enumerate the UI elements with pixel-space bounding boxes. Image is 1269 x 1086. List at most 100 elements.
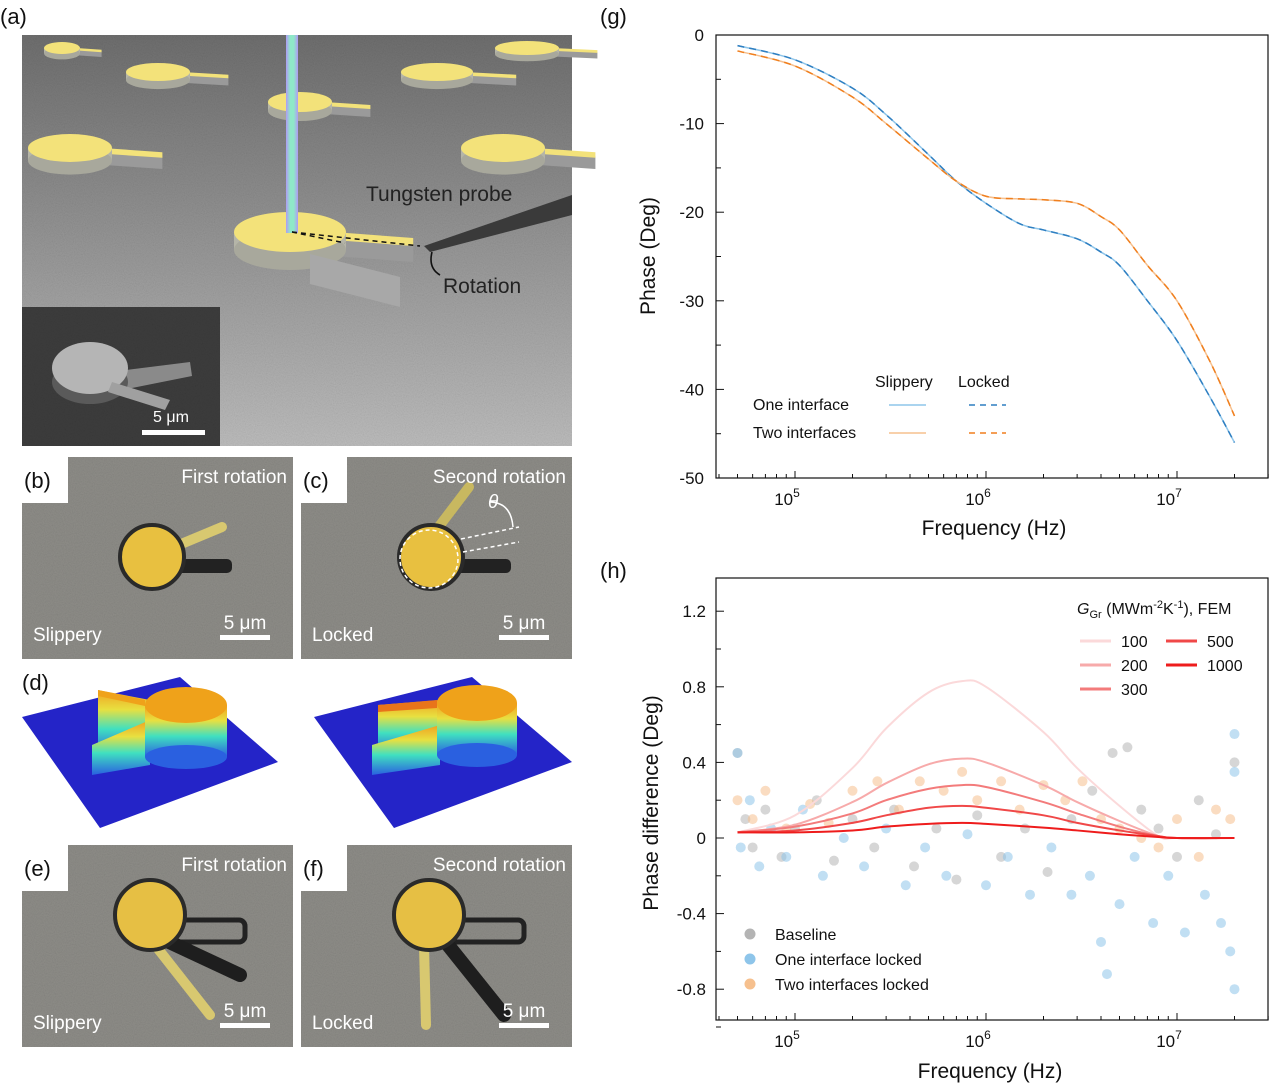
scatter-point bbox=[1153, 842, 1164, 853]
legend-marker bbox=[744, 953, 756, 965]
rotated-tab bbox=[150, 940, 215, 1020]
scatter-point bbox=[1046, 842, 1057, 853]
x-tick-base: 10 bbox=[774, 1032, 793, 1051]
scatter-point bbox=[1172, 814, 1182, 825]
micro-pad bbox=[461, 134, 596, 175]
pad-outline-dashed bbox=[399, 529, 459, 589]
pad-disk bbox=[118, 523, 186, 591]
scatter-point bbox=[972, 795, 983, 806]
laser-beam bbox=[286, 35, 298, 233]
scatter-point bbox=[900, 880, 911, 891]
scatter-point bbox=[1210, 829, 1221, 840]
scatter-point bbox=[996, 776, 1007, 787]
scatter-point bbox=[938, 785, 949, 796]
scatter-point bbox=[744, 795, 755, 806]
scatter-point bbox=[1163, 870, 1174, 881]
scatter-point bbox=[1179, 927, 1190, 938]
scatter-point bbox=[1107, 747, 1118, 758]
intermediate-tab bbox=[437, 933, 511, 1022]
x-tick-label: 107 bbox=[1156, 1028, 1182, 1051]
legend-col-slippery: Slippery bbox=[875, 374, 933, 391]
scatter-point bbox=[817, 870, 828, 881]
micrograph-panels: (b) First rotation Slippery 5 μm θ (c) Second … bbox=[22, 457, 572, 1047]
x-tick-base: 10 bbox=[774, 490, 793, 509]
x-tick-label: 105 bbox=[774, 486, 800, 509]
angle-label: θ bbox=[488, 492, 499, 513]
original-tab-outline bbox=[460, 526, 520, 553]
micrograph-panel-f: (f) Second rotation Locked 5 μm bbox=[301, 845, 572, 1047]
scatter-point bbox=[1229, 757, 1240, 768]
panel-label-box bbox=[22, 845, 68, 891]
scatter-point bbox=[1199, 889, 1210, 900]
legend-label: Baseline bbox=[775, 927, 836, 944]
sem-inset: 5 μm bbox=[22, 307, 220, 446]
pad-top bbox=[461, 134, 545, 162]
scatter-point bbox=[859, 861, 870, 872]
x-tick-label: 106 bbox=[965, 1028, 991, 1051]
plot-frame bbox=[715, 577, 1269, 1021]
y-tick-label: 0.4 bbox=[682, 753, 706, 772]
x-tick-exponent: 7 bbox=[1175, 486, 1182, 500]
scatter-point bbox=[732, 747, 743, 758]
panel-title: First rotation bbox=[181, 855, 287, 876]
fem-curve-1000 bbox=[737, 821, 1235, 840]
scale-bar bbox=[220, 635, 270, 640]
scatter-series-two-interfaces-locked bbox=[732, 766, 1236, 862]
scatter-point bbox=[1172, 851, 1182, 862]
micrograph-panel-b: (b) First rotation Slippery 5 μm bbox=[22, 457, 293, 659]
scatter-point bbox=[735, 842, 746, 853]
x-tick-base: 10 bbox=[1156, 490, 1175, 509]
rotation-angle-arrow-icon bbox=[488, 501, 514, 528]
pad-disk bbox=[113, 878, 187, 952]
x-tick-exponent: 6 bbox=[984, 486, 991, 500]
y-tick-label: 0 bbox=[695, 26, 704, 45]
scatter-point bbox=[972, 810, 983, 821]
pad-top bbox=[401, 63, 473, 81]
legend-marker bbox=[744, 978, 756, 990]
pad-top bbox=[28, 134, 112, 162]
legend-label: Two interfaces locked bbox=[775, 977, 929, 994]
y-axis-label: Phase difference (Deg) bbox=[640, 695, 663, 911]
scatter-point bbox=[1136, 804, 1147, 815]
pad-disk bbox=[397, 523, 465, 591]
scatter-point bbox=[747, 814, 758, 825]
scatter-point bbox=[931, 823, 942, 834]
scale-bar-label: 5 μm bbox=[503, 613, 546, 634]
scatter-point bbox=[869, 842, 880, 853]
height-map-slippery bbox=[22, 677, 278, 828]
scatter-point bbox=[1101, 969, 1112, 980]
micrograph-panel-e: (e) First rotation Slippery 5 μm bbox=[22, 845, 293, 1047]
rotated-tab bbox=[419, 940, 431, 1030]
fixed-beam bbox=[310, 254, 400, 307]
x-tick-exponent: 7 bbox=[1175, 1028, 1182, 1042]
scatter-point bbox=[1002, 851, 1013, 862]
scatter-point bbox=[909, 861, 920, 872]
state-label: Locked bbox=[312, 625, 373, 646]
y-tick-label: -0.4 bbox=[677, 905, 706, 924]
fem-legend-label: 200 bbox=[1121, 658, 1148, 675]
state-label: Slippery bbox=[33, 1013, 102, 1034]
x-tick-base: 10 bbox=[965, 1032, 984, 1051]
scatter-point bbox=[1129, 851, 1140, 862]
panel-label-f: (f) bbox=[303, 856, 324, 881]
series-line-two-interfaces-slippery bbox=[737, 50, 1236, 417]
scale-bar-label: 5 μm bbox=[503, 1001, 546, 1022]
rotation-arrow-icon bbox=[430, 251, 441, 276]
micro-pad bbox=[28, 134, 163, 175]
scatter-point bbox=[1066, 889, 1077, 900]
series-line-two-interfaces-locked bbox=[737, 50, 1236, 417]
x-tick-base: 10 bbox=[1156, 1032, 1175, 1051]
scatter-point bbox=[872, 776, 883, 787]
scale-bar bbox=[499, 635, 549, 640]
micro-pad bbox=[495, 41, 598, 62]
fem-legend-label: 100 bbox=[1121, 634, 1148, 651]
series-line-one-interface-locked bbox=[737, 44, 1236, 443]
legend-marker bbox=[744, 928, 756, 940]
y-tick-label: 0.8 bbox=[682, 678, 706, 697]
legend-col-locked: Locked bbox=[958, 374, 1010, 391]
y-tick-label: -50 bbox=[679, 469, 704, 488]
pad-top bbox=[126, 63, 190, 81]
scatter-point bbox=[1229, 729, 1240, 740]
scatter-point bbox=[1095, 936, 1106, 947]
rotation-label: Rotation bbox=[443, 275, 521, 298]
